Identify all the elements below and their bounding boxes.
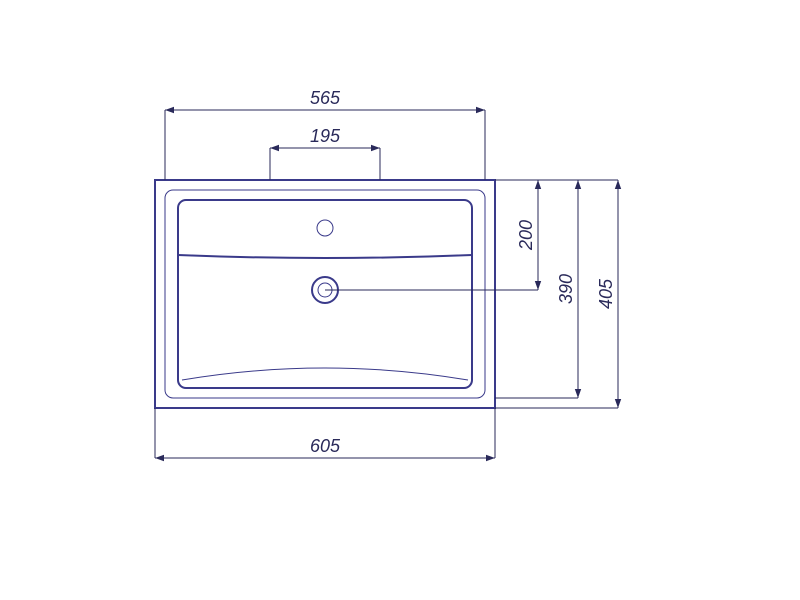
dim-label: 195 bbox=[310, 126, 341, 146]
technical-drawing: 565 195 605 405 390 200 bbox=[0, 0, 800, 600]
dim-label: 405 bbox=[596, 278, 616, 309]
dim-label: 605 bbox=[310, 436, 341, 456]
sink-outline bbox=[155, 180, 495, 408]
dim-label: 200 bbox=[516, 220, 536, 251]
dim-label: 565 bbox=[310, 88, 341, 108]
dimension-lines bbox=[155, 110, 618, 458]
dim-label: 390 bbox=[556, 274, 576, 304]
dimension-texts: 565 195 605 405 390 200 bbox=[310, 88, 616, 456]
